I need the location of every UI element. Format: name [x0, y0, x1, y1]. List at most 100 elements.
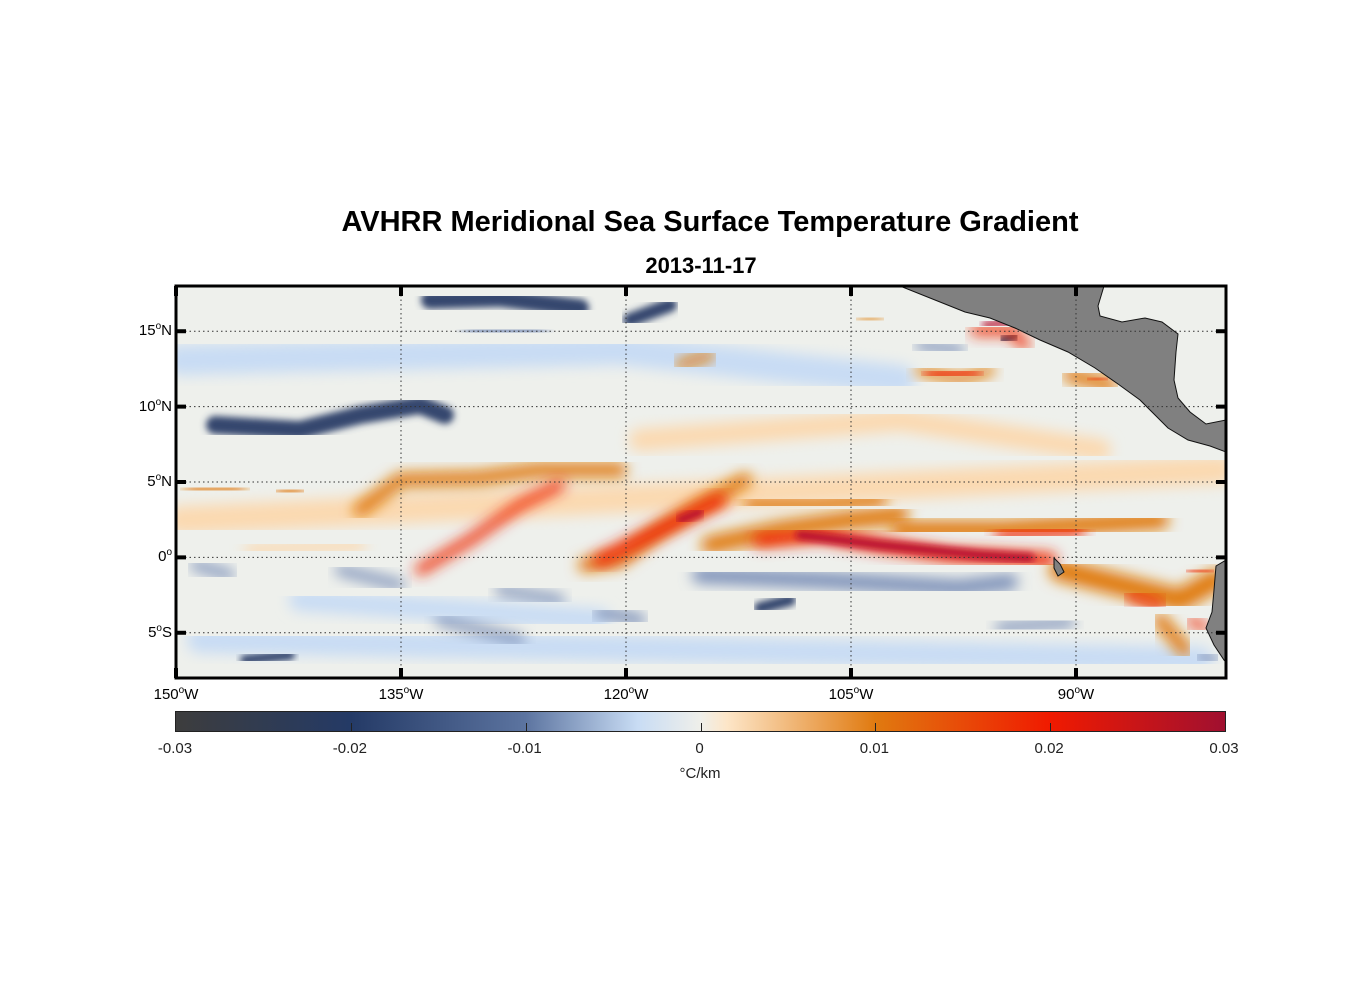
warm-front [676, 508, 704, 524]
warm-front [1186, 616, 1209, 632]
warm-front [1125, 590, 1165, 610]
colorbar-tick-label: 0.03 [1209, 740, 1239, 757]
degree-sign: o [178, 685, 185, 696]
degree-sign: o [156, 622, 162, 634]
latitude-label: 0o [112, 547, 172, 565]
colorbar-tick-label: -0.03 [157, 740, 193, 757]
cold-front [995, 617, 1075, 633]
colorbar [175, 711, 1226, 732]
warm-front [743, 493, 887, 512]
cold-front [421, 289, 589, 317]
cold-front [594, 606, 646, 626]
colorbar-tick-label: -0.02 [332, 740, 367, 757]
warm-front [1086, 374, 1109, 384]
cold-front [692, 567, 1018, 596]
label-number: 5 [147, 473, 156, 490]
hemisphere: N [161, 322, 172, 340]
hemisphere: W [859, 686, 874, 703]
colorbar-tick-mark [350, 723, 352, 731]
colorbar-tick-mark [525, 723, 527, 731]
cold-front [435, 615, 525, 645]
warm-front [1185, 565, 1215, 577]
warm-front [795, 530, 1035, 563]
latitude-label: 5oN [112, 472, 172, 490]
longitude-label: 150oW [154, 685, 199, 703]
warm-front [593, 493, 727, 567]
cold-front [187, 627, 1213, 673]
warm-front [244, 539, 366, 556]
figure-subtitle: 2013-11-17 [645, 253, 757, 278]
hemisphere: W [409, 686, 424, 703]
colorbar-tick-mark [875, 723, 877, 731]
degree-sign: o [628, 685, 635, 696]
hemisphere: N [161, 473, 172, 490]
label-number: 5 [148, 623, 157, 641]
label-number: 90 [1057, 686, 1075, 703]
gradient-field [176, 289, 1226, 673]
degree-sign: o [853, 685, 860, 696]
cold-front [289, 589, 611, 631]
warm-front [415, 480, 565, 575]
cold-front [335, 565, 405, 590]
cold-front [754, 594, 796, 614]
degree-sign: o [155, 396, 162, 408]
hemisphere: N [161, 397, 172, 415]
hemisphere: S [161, 623, 172, 641]
longitude-label: 90oW [1058, 685, 1094, 703]
warm-front [970, 325, 1030, 350]
hemisphere: W [184, 686, 199, 703]
degree-sign: o [155, 472, 162, 483]
degree-sign: o [1074, 685, 1081, 696]
longitude-label: 135oW [379, 685, 424, 703]
warm-front [856, 314, 884, 324]
figure-title: AVHRR Meridional Sea Surface Temperature… [341, 206, 1079, 238]
degree-sign: o [403, 685, 410, 696]
cold-front [915, 340, 965, 355]
warm-front [924, 366, 981, 381]
cold-front [495, 585, 565, 605]
hemisphere: W [634, 686, 649, 703]
warm-front [353, 463, 627, 517]
colorbar-units: °C/km [679, 765, 721, 782]
cold-front [1195, 650, 1220, 665]
warm-front [274, 484, 306, 498]
warm-front [701, 506, 909, 554]
degree-sign: o [166, 547, 172, 559]
hemisphere: W [1080, 686, 1095, 703]
colorbar-tick-mark [1050, 723, 1052, 731]
label-number: 120 [603, 686, 629, 703]
cold-front [176, 335, 915, 395]
label-number: 150 [153, 686, 179, 703]
latitude-label: 5oS [112, 623, 172, 641]
latitude-label: 15oN [112, 321, 172, 339]
warm-front [629, 409, 1111, 461]
label-number: 0 [158, 548, 167, 566]
cold-front [190, 560, 235, 580]
warm-front [184, 482, 246, 496]
cold-front [240, 650, 295, 665]
land-central-america [899, 286, 1226, 453]
warm-front [176, 456, 1226, 534]
colorbar-tick-label: -0.01 [507, 740, 542, 757]
label-number: 10 [138, 397, 156, 415]
colorbar-tick-label: 0.01 [859, 740, 889, 757]
frame-ticks [174, 286, 1226, 678]
label-number: 135 [378, 686, 404, 703]
cold-front [206, 396, 454, 439]
colorbar-tick-label: 0 [695, 740, 704, 757]
label-number: 105 [828, 686, 854, 703]
degree-sign: o [155, 321, 162, 333]
label-number: 15 [138, 322, 156, 340]
longitude-label: 105oW [829, 685, 874, 703]
warm-front [1153, 613, 1192, 657]
colorbar-tick-label: 0.02 [1034, 740, 1064, 757]
warm-front [675, 350, 715, 370]
colorbar-tick-mark [700, 723, 702, 731]
warm-front [994, 524, 1086, 541]
galapagos-islands [1053, 556, 1065, 577]
warm-front [1049, 559, 1226, 611]
cold-front [623, 298, 677, 327]
latitude-label: 10oN [112, 397, 172, 415]
longitude-label: 120oW [604, 685, 649, 703]
